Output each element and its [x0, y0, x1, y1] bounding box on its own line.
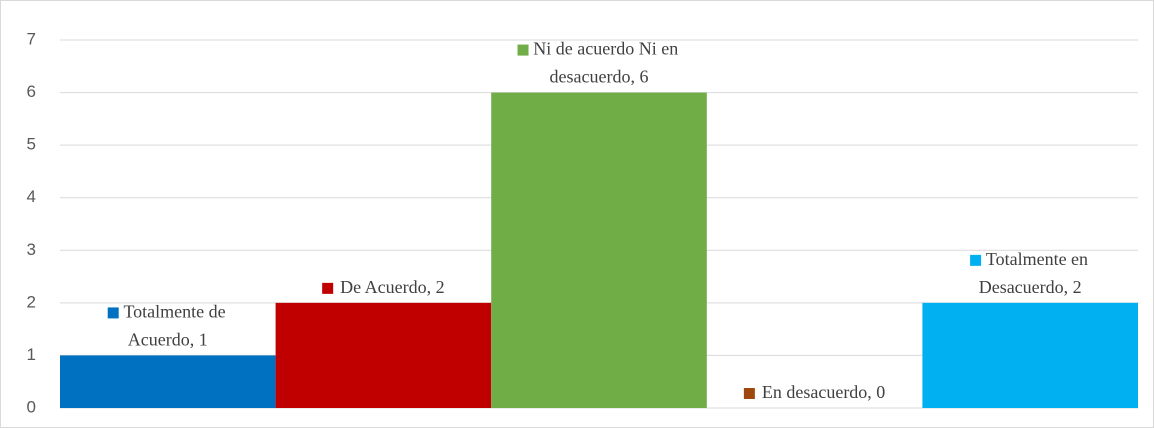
- bar: [922, 302, 1138, 408]
- data-label: En desacuerdo, 0: [762, 382, 885, 402]
- y-tick-label: 2: [27, 292, 36, 311]
- legend-key: [970, 254, 982, 266]
- legend-key: [743, 388, 755, 399]
- y-tick-label: 3: [27, 240, 36, 259]
- data-label: De Acuerdo, 2: [340, 277, 444, 297]
- y-tick-label: 7: [27, 29, 36, 48]
- y-tick-label: 5: [27, 135, 36, 154]
- y-tick-label: 6: [27, 82, 36, 101]
- y-tick-label: 1: [27, 345, 36, 364]
- y-tick-label: 0: [27, 397, 36, 416]
- legend-key: [107, 307, 119, 319]
- data-label: Totalmente en Desacuerdo, 2: [979, 249, 1093, 297]
- legend-key: [322, 282, 334, 294]
- data-label: Totalmente de Acuerdo, 1: [123, 302, 230, 350]
- y-tick-label: 4: [27, 187, 36, 206]
- bar: [275, 302, 492, 408]
- legend-key: [517, 44, 529, 56]
- bar: [60, 355, 276, 408]
- data-label: Ni de acuerdo Ni en desacuerdo, 6: [533, 39, 682, 87]
- bar: [491, 92, 707, 409]
